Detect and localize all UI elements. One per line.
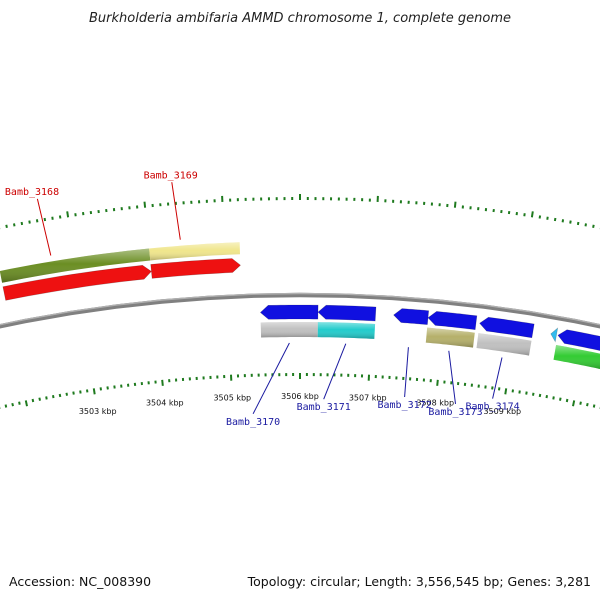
minor-tick <box>11 402 14 407</box>
cog-bar-shine <box>0 248 151 283</box>
minor-tick <box>579 401 582 405</box>
gene-label[interactable]: Bamb_3169 <box>144 170 198 181</box>
gene-label[interactable]: Bamb_3174 <box>466 402 520 413</box>
major-tick <box>143 201 147 208</box>
genome-summary: Topology: circular; Length: 3,556,545 bp… <box>247 574 591 589</box>
cog-bar-shine <box>476 333 532 356</box>
minor-tick <box>576 221 580 226</box>
minor-tick <box>545 395 548 399</box>
major-tick <box>161 379 164 386</box>
tick-label: 3509 kbp <box>483 407 521 416</box>
minor-tick <box>5 224 8 228</box>
tick-label: 3507 kbp <box>349 394 387 403</box>
accession-label: Accession: NC_008390 <box>9 574 151 589</box>
minor-tick <box>13 223 16 227</box>
minor-tick <box>491 386 494 390</box>
gene-arrow[interactable] <box>557 329 600 352</box>
cog-bar-shine <box>317 322 376 339</box>
label-leader <box>323 343 347 400</box>
minor-tick <box>31 398 35 403</box>
gene-label[interactable]: Bamb_3171 <box>297 402 351 413</box>
label-leader <box>404 347 409 398</box>
major-tick <box>92 388 96 395</box>
chromosome-backbone <box>0 292 600 329</box>
major-tick <box>572 400 576 407</box>
minor-tick <box>552 396 555 400</box>
gene-label[interactable]: Bamb_3170 <box>226 417 280 428</box>
minor-tick <box>586 402 589 407</box>
map-title: Burkholderia ambifaria AMMD chromosome 1… <box>89 11 511 26</box>
gene-arrow[interactable] <box>550 327 559 343</box>
major-tick <box>504 388 508 395</box>
tick-label: 3504 kbp <box>146 399 184 408</box>
label-leader <box>448 350 456 404</box>
minor-tick <box>52 395 55 399</box>
minor-tick <box>58 393 62 398</box>
minor-tick <box>559 397 562 401</box>
major-tick <box>436 379 439 386</box>
gene-arrow[interactable] <box>479 316 535 339</box>
minor-tick <box>20 221 24 226</box>
cog-bar-shine <box>260 322 318 338</box>
cog-bar-shine <box>553 345 600 369</box>
gene-labels: Bamb_3168 Bamb_3169 Bamb_3170 Bamb_3171 Bamb… <box>5 170 520 428</box>
cog-bar-shine <box>425 327 475 348</box>
minor-tick <box>561 219 565 223</box>
major-tick <box>530 211 534 218</box>
tick-label: 3505 kbp <box>213 394 251 403</box>
gene-arrow[interactable] <box>2 264 152 301</box>
label-leader <box>492 357 503 399</box>
minor-tick <box>35 219 39 223</box>
major-tick <box>66 211 70 218</box>
minor-tick <box>525 391 528 395</box>
gene-features <box>0 242 600 369</box>
major-tick <box>453 201 457 208</box>
minor-tick <box>72 391 75 395</box>
cog-bar-shine <box>149 242 240 261</box>
backbone-highlight <box>0 292 600 326</box>
minor-tick <box>565 398 569 403</box>
gene-label[interactable]: Bamb_3172 <box>378 400 432 411</box>
minor-tick <box>106 386 109 390</box>
gene-label[interactable]: Bamb_3173 <box>428 407 482 418</box>
minor-tick <box>4 404 8 408</box>
minor-tick <box>592 224 595 228</box>
gene-arrow[interactable] <box>317 304 377 322</box>
minor-tick <box>65 392 68 396</box>
gene-arrow[interactable] <box>427 311 478 331</box>
label-leader <box>252 342 290 415</box>
minor-tick <box>538 393 542 398</box>
minor-tick <box>58 215 62 219</box>
tick-label: 3503 kbp <box>79 407 117 416</box>
minor-tick <box>584 223 587 227</box>
minor-tick <box>45 396 48 400</box>
tick-label: 3508 kbp <box>416 399 454 408</box>
minor-tick <box>38 397 41 401</box>
minor-tick <box>43 217 47 222</box>
gene-arrow[interactable] <box>259 304 319 320</box>
minor-tick <box>553 217 557 222</box>
minor-tick <box>28 220 31 224</box>
minor-tick <box>569 220 572 224</box>
label-leader <box>171 182 181 240</box>
label-leader <box>36 198 52 256</box>
minor-tick <box>592 404 596 408</box>
minor-tick <box>532 392 535 396</box>
major-tick <box>24 400 28 407</box>
gene-label[interactable]: Bamb_3168 <box>5 187 59 198</box>
scale-ticks: 3503 kbp 3504 kbp 3505 kbp 3506 kbp 3507 kbp… <box>0 194 600 416</box>
minor-tick <box>538 215 542 219</box>
tick-label: 3506 kbp <box>281 392 319 401</box>
gene-arrow[interactable] <box>393 308 430 325</box>
gene-arrow[interactable] <box>150 258 241 279</box>
minor-tick <box>18 401 21 405</box>
